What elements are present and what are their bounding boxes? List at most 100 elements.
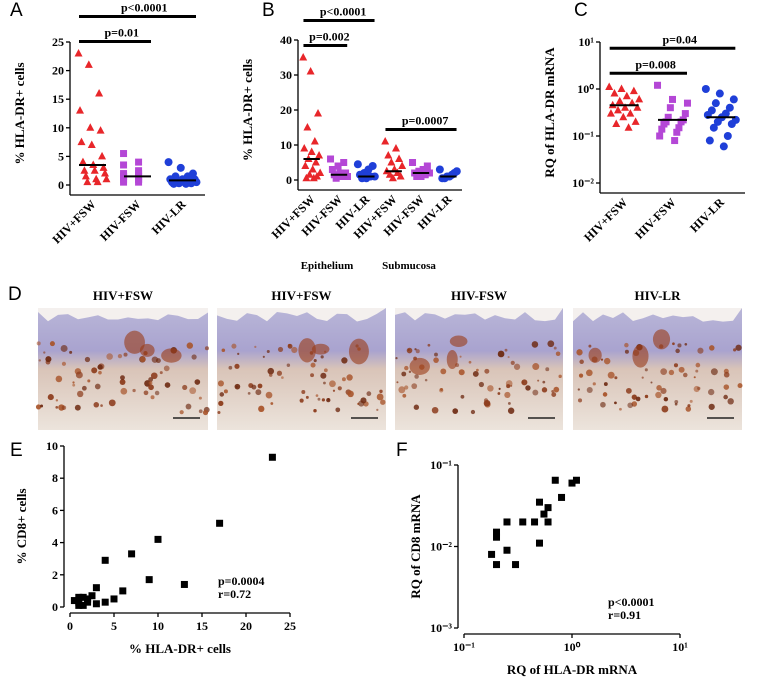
stain (402, 393, 407, 398)
stain (287, 343, 293, 349)
y-tick-label: 10¹ (578, 35, 594, 49)
stain (191, 354, 197, 360)
point (81, 171, 90, 180)
point (705, 136, 714, 145)
stain (472, 370, 479, 377)
point (544, 504, 552, 512)
point (314, 109, 323, 117)
annotation: r=0.72 (218, 587, 251, 601)
stain (458, 369, 465, 376)
point (169, 179, 178, 188)
stain (55, 399, 59, 402)
stain (452, 408, 459, 414)
image-title: HIV+FSW (93, 288, 153, 303)
point (92, 600, 100, 608)
point (343, 173, 351, 180)
stain (38, 359, 41, 362)
stain (542, 380, 546, 384)
y-tick-label: 20 (280, 103, 292, 117)
point (729, 95, 738, 104)
stain (268, 373, 273, 377)
y-axis-label: % HLA-DR+ cells (12, 62, 27, 164)
stain (81, 385, 87, 391)
point (423, 162, 431, 170)
stain (231, 343, 237, 349)
point (605, 82, 614, 91)
annotation: p=0.0004 (218, 574, 265, 588)
y-tick-label: 10⁰ (577, 82, 594, 96)
point (624, 123, 633, 131)
y-axis-label: % CD8+ cells (14, 488, 29, 564)
point (84, 60, 93, 68)
stain (185, 403, 192, 410)
stain (117, 353, 123, 359)
x-tick-label: 20 (240, 619, 252, 633)
point (619, 112, 628, 121)
stain (144, 380, 151, 387)
stain (148, 384, 154, 391)
stain (553, 346, 557, 350)
stain (281, 376, 284, 379)
stain (49, 341, 55, 347)
stain (347, 390, 354, 398)
point (551, 476, 559, 484)
stain (326, 397, 331, 403)
stain (413, 404, 420, 410)
stain (644, 394, 649, 399)
stain (40, 404, 44, 408)
stain (695, 362, 701, 368)
stain (61, 361, 67, 366)
stain (132, 388, 136, 393)
stain (237, 352, 240, 355)
stain (36, 341, 41, 346)
x-tick-label: HIV+FSW (49, 197, 98, 246)
point (309, 173, 318, 182)
stain-cluster (588, 347, 602, 363)
x-tick-label: HIV-FSW (632, 195, 679, 242)
stain (684, 342, 688, 346)
stain (72, 381, 75, 384)
stain (697, 386, 701, 391)
stain (140, 356, 146, 363)
stain (735, 344, 742, 351)
stain (305, 395, 309, 399)
point (622, 91, 631, 100)
point (635, 94, 644, 103)
point (512, 561, 520, 569)
stain (317, 397, 321, 401)
y-tick-label: 10⁻² (572, 176, 594, 190)
point (683, 99, 691, 107)
point (338, 173, 346, 180)
stain (186, 342, 194, 349)
point (725, 103, 734, 112)
stain (497, 350, 505, 358)
stain (407, 348, 410, 352)
point (669, 95, 676, 103)
stain (710, 368, 718, 376)
point (409, 159, 417, 166)
point (719, 142, 728, 151)
stain (315, 394, 319, 397)
stain (532, 389, 539, 396)
stain (635, 396, 641, 402)
point (656, 132, 664, 140)
point (176, 163, 185, 172)
point (628, 98, 637, 107)
stain (276, 370, 283, 376)
stain (202, 410, 209, 416)
stain (123, 352, 128, 357)
x-tick-label: 10 (152, 619, 164, 633)
stain (737, 383, 743, 389)
point (327, 155, 335, 163)
point (544, 518, 552, 526)
point (74, 48, 83, 57)
stain (674, 399, 679, 404)
point (101, 598, 109, 606)
stain (223, 389, 228, 394)
stain (460, 394, 465, 399)
point (90, 166, 99, 174)
image-title: HIV-FSW (451, 288, 507, 303)
stain (228, 365, 233, 370)
stain (414, 348, 417, 351)
stain (497, 392, 501, 395)
